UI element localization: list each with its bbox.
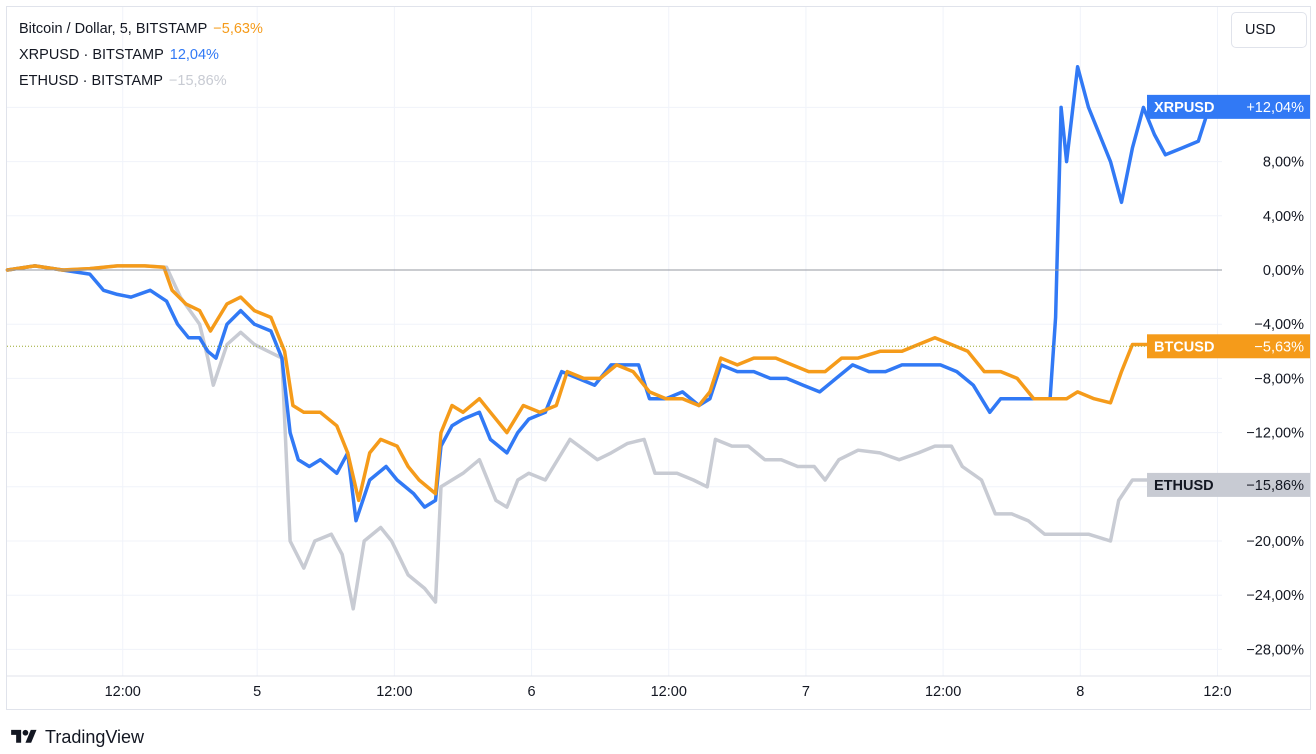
- legend-name: XRPUSD · BITSTAMP: [19, 47, 164, 63]
- legend: Bitcoin / Dollar, 5, BITSTAMP −5,63% XRPU…: [19, 16, 269, 94]
- x-tick-label: 12:00: [651, 684, 687, 700]
- end-label-name-box: [1147, 334, 1225, 359]
- grid: [7, 7, 1222, 676]
- y-tick-label: 8,00%: [1263, 155, 1304, 171]
- legend-value: −15,86%: [168, 73, 227, 89]
- end-label-name: ETHUSD: [1154, 478, 1214, 494]
- x-tick-label: 5: [253, 684, 261, 700]
- end-label-name-box: [1147, 472, 1225, 497]
- legend-name: Bitcoin / Dollar, 5, BITSTAMP: [19, 21, 208, 37]
- y-tick-label: −20,00%: [1246, 534, 1304, 550]
- end-label-value: −15,86%: [1246, 478, 1304, 494]
- end-label-value: +12,04%: [1246, 100, 1304, 116]
- end-label-name: XRPUSD: [1154, 100, 1214, 116]
- y-tick-label: −12,00%: [1246, 426, 1304, 442]
- legend-value: −5,63%: [213, 21, 263, 37]
- currency-button[interactable]: USD: [1231, 12, 1307, 48]
- x-tick-label: 12:00: [376, 684, 412, 700]
- x-tick-label: 8: [1076, 684, 1084, 700]
- x-tick-label: 12:0: [1203, 684, 1231, 700]
- y-tick-label: −8,00%: [1254, 371, 1304, 387]
- x-tick-label: 7: [802, 684, 810, 700]
- legend-name: ETHUSD · BITSTAMP: [19, 73, 163, 89]
- chart-frame: [6, 6, 1311, 710]
- chart-canvas[interactable]: −28,00% −24,00% −20,00% −12,00% −8,00% −4,00%…: [0, 0, 1316, 720]
- y-tick-label: −28,00%: [1246, 642, 1304, 658]
- end-label-value: −5,63%: [1254, 339, 1304, 355]
- end-label-value-box: [1225, 334, 1310, 359]
- x-tick-label: 12:00: [105, 684, 141, 700]
- end-label-value-box: [1225, 472, 1310, 497]
- x-tick-label: 12:00: [925, 684, 961, 700]
- legend-row-btc[interactable]: Bitcoin / Dollar, 5, BITSTAMP −5,63%: [19, 16, 269, 42]
- series-lines: [5, 65, 1212, 611]
- end-label-name: BTCUSD: [1154, 339, 1214, 355]
- end-label-value-box: [1225, 94, 1310, 119]
- brand[interactable]: TradingView: [9, 724, 144, 750]
- legend-value: 12,04%: [169, 47, 219, 63]
- y-tick-label: 0,00%: [1263, 263, 1304, 279]
- series-end-labels: ETHUSD −15,86% XRPUSD +12,04% BTCUSD −5,63%: [1147, 94, 1310, 497]
- tradingview-logo-icon: [11, 729, 37, 743]
- series-line-ethusd: [5, 264, 1212, 611]
- legend-row-xrp[interactable]: XRPUSD · BITSTAMP 12,04%: [19, 42, 269, 68]
- legend-row-eth[interactable]: ETHUSD · BITSTAMP −15,86%: [19, 68, 269, 94]
- brand-name: TradingView: [45, 726, 145, 747]
- y-tick-label: −24,00%: [1246, 588, 1304, 604]
- y-tick-label: 4,00%: [1263, 209, 1304, 225]
- x-tick-label: 6: [528, 684, 536, 700]
- y-tick-label: −4,00%: [1254, 317, 1304, 333]
- series-line-btcusd: [5, 264, 1212, 503]
- end-label-name-box: [1147, 94, 1225, 119]
